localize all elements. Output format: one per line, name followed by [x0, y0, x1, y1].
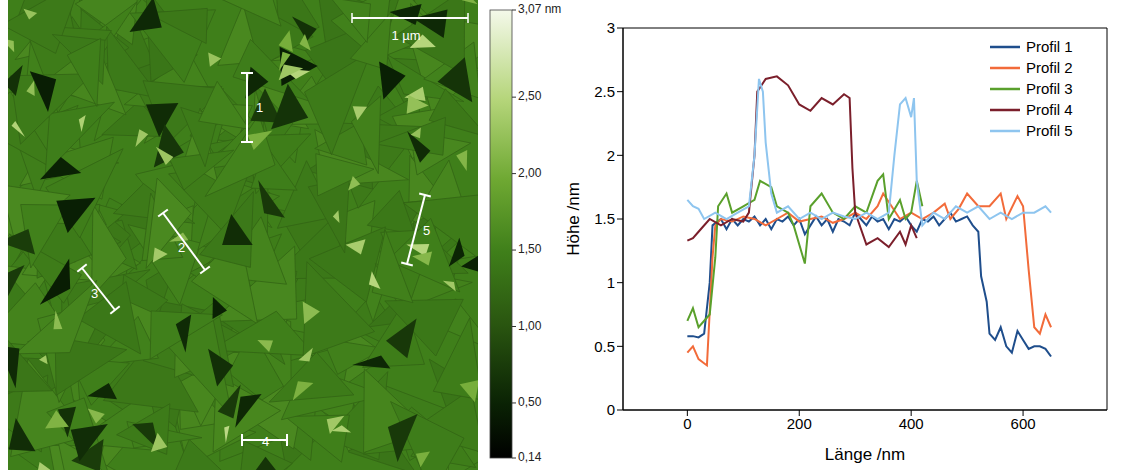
svg-text:0: 0 [683, 415, 691, 432]
svg-text:1: 1 [256, 100, 263, 115]
svg-text:2.5: 2.5 [594, 83, 615, 100]
svg-text:2,50: 2,50 [518, 89, 542, 103]
svg-text:1,50: 1,50 [518, 242, 542, 256]
svg-text:1: 1 [607, 274, 615, 291]
svg-text:0: 0 [607, 401, 615, 418]
svg-text:200: 200 [787, 415, 812, 432]
html-text:Profil 3: Profil 3 [1026, 80, 1073, 97]
html-text:Profil 1: Profil 1 [1026, 38, 1073, 55]
svg-text:400: 400 [899, 415, 924, 432]
svg-text:2,00: 2,00 [518, 166, 542, 180]
svg-text:Höhe /nm: Höhe /nm [565, 182, 583, 256]
svg-text:0,14: 0,14 [518, 450, 542, 464]
svg-text:3: 3 [91, 286, 98, 301]
svg-text:Länge /nm: Länge /nm [825, 445, 905, 464]
svg-text:3,07 nm: 3,07 nm [518, 2, 561, 16]
html-text:Profil 2: Profil 2 [1026, 59, 1073, 76]
svg-text:2: 2 [607, 147, 615, 164]
svg-text:5: 5 [423, 223, 430, 238]
svg-text:600: 600 [1011, 415, 1036, 432]
svg-text:3: 3 [607, 19, 615, 36]
svg-text:2: 2 [178, 240, 185, 255]
html-text:Profil 4: Profil 4 [1026, 101, 1073, 118]
html-text:Profil 5: Profil 5 [1026, 122, 1073, 139]
svg-text:0.5: 0.5 [594, 338, 615, 355]
svg-text:1,00: 1,00 [518, 319, 542, 333]
svg-text:1.5: 1.5 [594, 210, 615, 227]
svg-text:4: 4 [262, 434, 269, 449]
svg-text:1 µm: 1 µm [391, 28, 420, 43]
svg-text:0,50: 0,50 [518, 395, 542, 409]
